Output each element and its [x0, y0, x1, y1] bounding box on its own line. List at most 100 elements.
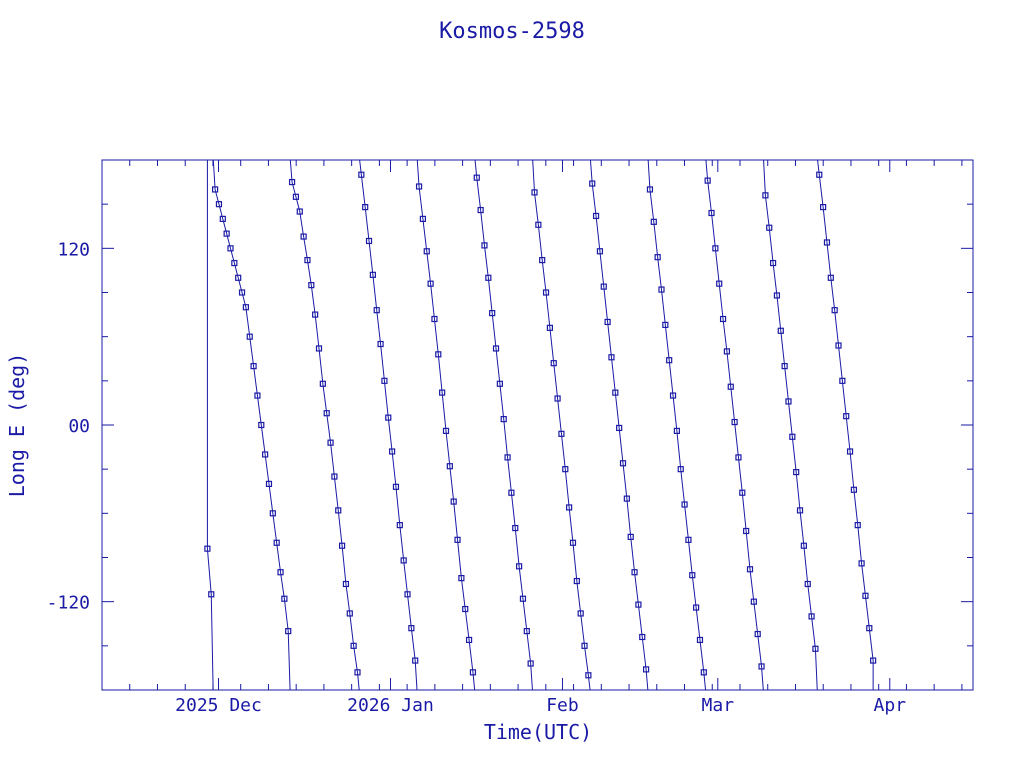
data-point — [362, 204, 369, 211]
data-point — [858, 560, 865, 567]
data-point — [639, 633, 646, 641]
data-point — [469, 669, 477, 676]
data-point — [431, 315, 438, 323]
data-point — [496, 380, 503, 387]
data-point — [250, 363, 257, 370]
data-point — [800, 542, 807, 549]
data-point — [754, 630, 761, 638]
data-point — [608, 354, 615, 361]
data-point — [454, 536, 461, 543]
data-point — [769, 259, 777, 267]
data-point — [312, 311, 319, 318]
data-point — [519, 595, 527, 602]
data-point — [458, 575, 465, 582]
data-point — [577, 610, 584, 617]
data-point — [527, 660, 534, 667]
data-point — [373, 307, 380, 314]
data-point — [504, 454, 511, 461]
chart-title: Kosmos-2598 — [439, 19, 585, 44]
data-point — [327, 439, 334, 446]
data-point — [850, 486, 857, 493]
data-point — [323, 410, 330, 417]
data-point — [404, 591, 411, 598]
data-point — [596, 248, 604, 255]
data-point — [481, 242, 488, 249]
data-point — [669, 392, 677, 399]
data-point — [392, 483, 400, 490]
data-point — [231, 259, 238, 267]
data-point — [700, 669, 707, 676]
data-point — [704, 177, 711, 184]
data-point — [350, 642, 357, 649]
data-point — [796, 507, 804, 514]
data-point — [689, 572, 696, 579]
data-point — [412, 657, 419, 664]
data-point — [823, 239, 831, 246]
data-point — [516, 563, 523, 570]
data-point — [315, 345, 323, 352]
data-point — [616, 424, 623, 432]
data-point — [746, 566, 754, 573]
data-point — [331, 473, 338, 480]
data-point — [292, 193, 300, 200]
data-point — [335, 507, 342, 514]
data-point — [650, 218, 657, 225]
data-point — [758, 663, 765, 670]
data-point — [215, 201, 223, 208]
data-point — [785, 398, 792, 405]
data-point — [604, 318, 611, 326]
data-point — [708, 209, 715, 217]
y-axis-label: Long E (deg) — [5, 353, 29, 498]
data-point — [439, 389, 446, 396]
y-tick-label: 00 — [68, 416, 90, 437]
plot-frame — [101, 159, 974, 691]
data-point — [646, 186, 654, 193]
data-point — [304, 257, 311, 264]
data-point — [685, 536, 692, 543]
data-point — [612, 389, 619, 396]
data-point — [500, 416, 507, 423]
data-point — [812, 645, 819, 652]
longitude-track — [206, 160, 874, 690]
data-point — [600, 283, 607, 290]
data-point — [262, 451, 269, 458]
data-point — [242, 304, 249, 311]
data-point — [204, 545, 211, 552]
data-point — [681, 501, 688, 508]
data-point — [727, 383, 734, 390]
data-point — [793, 469, 800, 476]
data-point — [485, 274, 492, 281]
data-point — [750, 598, 757, 605]
data-point — [508, 489, 515, 496]
data-point — [381, 377, 388, 384]
data-point — [846, 448, 854, 455]
data-point — [296, 208, 303, 215]
data-point — [808, 613, 815, 620]
x-axis-label: Time(UTC) — [484, 720, 592, 744]
data-point — [642, 666, 650, 673]
data-point — [712, 245, 719, 252]
data-point — [246, 333, 253, 340]
x-tick-label: Apr — [874, 695, 907, 716]
data-point — [212, 186, 219, 193]
data-point — [731, 418, 738, 426]
data-point — [854, 522, 861, 529]
data-point — [820, 204, 827, 211]
data-point — [827, 274, 834, 281]
x-tick-label: Mar — [702, 695, 735, 716]
data-point — [415, 183, 423, 190]
data-point — [843, 413, 850, 420]
data-point — [219, 215, 226, 222]
data-point — [419, 215, 427, 222]
data-point — [427, 280, 434, 287]
data-point — [542, 289, 550, 296]
data-point — [673, 427, 680, 434]
data-point — [319, 380, 326, 387]
data-point — [369, 271, 376, 278]
data-point — [489, 310, 496, 317]
data-point — [465, 636, 473, 644]
data-point — [773, 292, 781, 299]
data-point — [277, 569, 284, 576]
data-point — [623, 495, 630, 502]
data-point — [716, 280, 723, 287]
